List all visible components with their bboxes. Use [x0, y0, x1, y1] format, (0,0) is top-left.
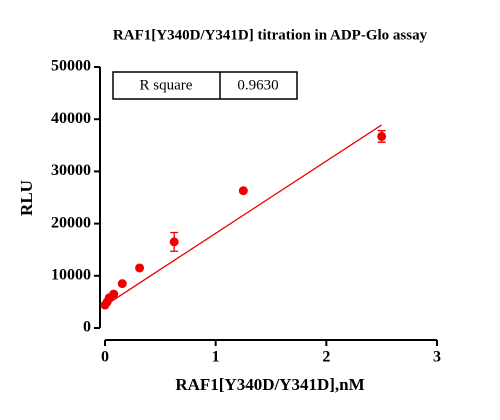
fit-line — [104, 124, 383, 307]
y-tick-label: 20000 — [51, 214, 91, 231]
y-tick-label: 50000 — [51, 58, 91, 75]
x-tick-label: 1 — [212, 349, 220, 366]
data-point — [117, 279, 127, 289]
x-tick-label: 2 — [322, 349, 330, 366]
data-point — [377, 131, 387, 141]
data-point — [169, 237, 179, 247]
y-tick-label: 10000 — [51, 266, 91, 283]
data-point — [135, 263, 145, 273]
x-tick-label: 3 — [433, 349, 441, 366]
x-tick-label: 0 — [101, 349, 109, 366]
y-tick-label: 0 — [83, 319, 91, 336]
chart-title: RAF1[Y340D/Y341D] titration in ADP-Glo a… — [113, 27, 428, 43]
annotation-label: R square — [140, 77, 193, 93]
y-tick-label: 40000 — [51, 110, 91, 127]
x-axis-label: RAF1[Y340D/Y341D],nM — [175, 375, 364, 394]
y-tick-label: 30000 — [51, 162, 91, 179]
annotation-value: 0.9630 — [237, 77, 278, 93]
data-point — [109, 289, 119, 299]
annotation-table: R square 0.9630 — [112, 71, 298, 100]
y-axis-label: RLU — [17, 180, 36, 216]
data-point — [238, 186, 248, 196]
table-border — [112, 71, 298, 100]
